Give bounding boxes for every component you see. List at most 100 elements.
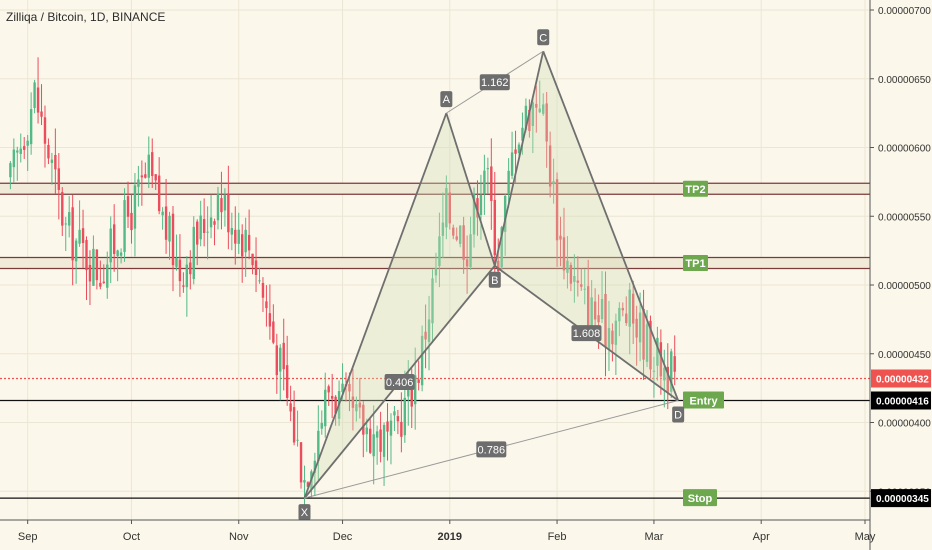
candle-body: [282, 342, 285, 370]
candle-body: [43, 117, 47, 144]
candle-body: [462, 225, 465, 260]
candle-body: [638, 312, 642, 343]
candle-body: [645, 324, 649, 362]
candle-body: [237, 229, 240, 244]
pattern-point-badge: [537, 29, 550, 46]
candles: [9, 57, 676, 510]
candle-body: [9, 163, 12, 178]
candle-body: [458, 225, 462, 244]
candle-body: [469, 234, 472, 267]
candle-body: [580, 284, 583, 287]
candle-body: [355, 404, 358, 412]
candle-body: [68, 212, 71, 226]
pattern-point-label: X: [301, 507, 309, 519]
candle-body: [109, 228, 112, 263]
y-tick-label: 0.00000650: [878, 75, 931, 86]
candle-body: [81, 228, 85, 244]
candle-body: [279, 347, 282, 372]
pattern-fill-xab: [304, 113, 495, 499]
x-tick-label: Sep: [18, 531, 38, 543]
candle-body: [611, 330, 614, 345]
candle-body: [19, 148, 22, 154]
candle-body: [29, 109, 33, 145]
candle-body: [670, 351, 673, 392]
y-tick-label: 0.00000450: [878, 350, 931, 361]
candle-body: [64, 223, 67, 225]
candle-body: [476, 198, 479, 218]
level-badge-label: Stop: [688, 493, 713, 505]
candle-body: [137, 179, 140, 187]
candle-body: [299, 442, 303, 483]
candle-body: [47, 144, 50, 159]
pattern-leg: [445, 112, 496, 267]
candle-body: [562, 237, 566, 271]
candle-body: [196, 221, 199, 245]
candle-body: [275, 345, 278, 376]
level-badge: [683, 180, 708, 197]
candle-body: [604, 293, 607, 347]
candle-body: [330, 396, 334, 399]
candle-body: [192, 226, 195, 280]
candle-body: [618, 307, 621, 322]
price-axis-badge: [871, 489, 931, 508]
price-axis-badge: [871, 369, 931, 388]
candle-body: [576, 280, 580, 283]
candle-body: [175, 258, 178, 267]
candle-body: [479, 194, 483, 215]
price-axis-label: 0.00000416: [876, 397, 929, 408]
pattern-point-badge: [672, 406, 685, 423]
candle-body: [635, 318, 638, 338]
candle-body: [386, 421, 389, 432]
candle-body: [185, 264, 189, 288]
candle-body: [313, 460, 317, 473]
y-tick-label: 0.00000600: [878, 144, 931, 155]
candle-body: [50, 159, 54, 163]
candle-body: [365, 427, 368, 435]
candle-body: [244, 229, 247, 253]
candle-body: [140, 175, 144, 178]
candle-body: [209, 217, 213, 228]
candle-body: [106, 264, 109, 288]
pattern-leg: [303, 112, 448, 499]
candle-body: [566, 260, 569, 273]
candle-body: [102, 281, 105, 283]
level-badge: [683, 391, 724, 409]
candle-body: [268, 313, 272, 327]
candle-body: [490, 166, 493, 201]
candle-body: [445, 188, 448, 228]
candle-body: [33, 82, 36, 108]
candle-body: [327, 386, 330, 393]
candle-body: [213, 221, 216, 225]
candle-body: [362, 404, 365, 435]
candle-body: [555, 179, 559, 241]
x-tick-label: Nov: [229, 531, 249, 543]
candle-body: [545, 103, 548, 142]
candle-body: [123, 200, 126, 252]
candle-body: [531, 102, 535, 126]
candle-body: [36, 87, 40, 113]
candle-body: [147, 154, 150, 178]
candle-body: [649, 320, 652, 370]
candle-body: [61, 192, 64, 226]
candle-body: [130, 212, 133, 231]
pattern-point-label: D: [674, 410, 682, 422]
pattern-leg: [493, 51, 545, 266]
candle-body: [74, 240, 78, 262]
level-badge: [683, 255, 708, 271]
candle-body: [548, 145, 552, 187]
candle-body: [583, 288, 586, 290]
candle-body: [16, 150, 19, 153]
y-tick-label: 0.00000700: [878, 6, 931, 17]
candle-body: [317, 430, 320, 462]
candle-body: [306, 482, 310, 487]
candle-body: [261, 282, 265, 298]
pattern-point-badge: [440, 91, 453, 108]
candle-body: [465, 259, 469, 267]
candle-body: [189, 262, 192, 275]
x-tick-label: Feb: [548, 531, 567, 543]
candle-body: [621, 308, 624, 311]
candle-body: [587, 286, 590, 329]
candle-body: [254, 260, 258, 276]
x-tick-label: Apr: [753, 531, 770, 543]
